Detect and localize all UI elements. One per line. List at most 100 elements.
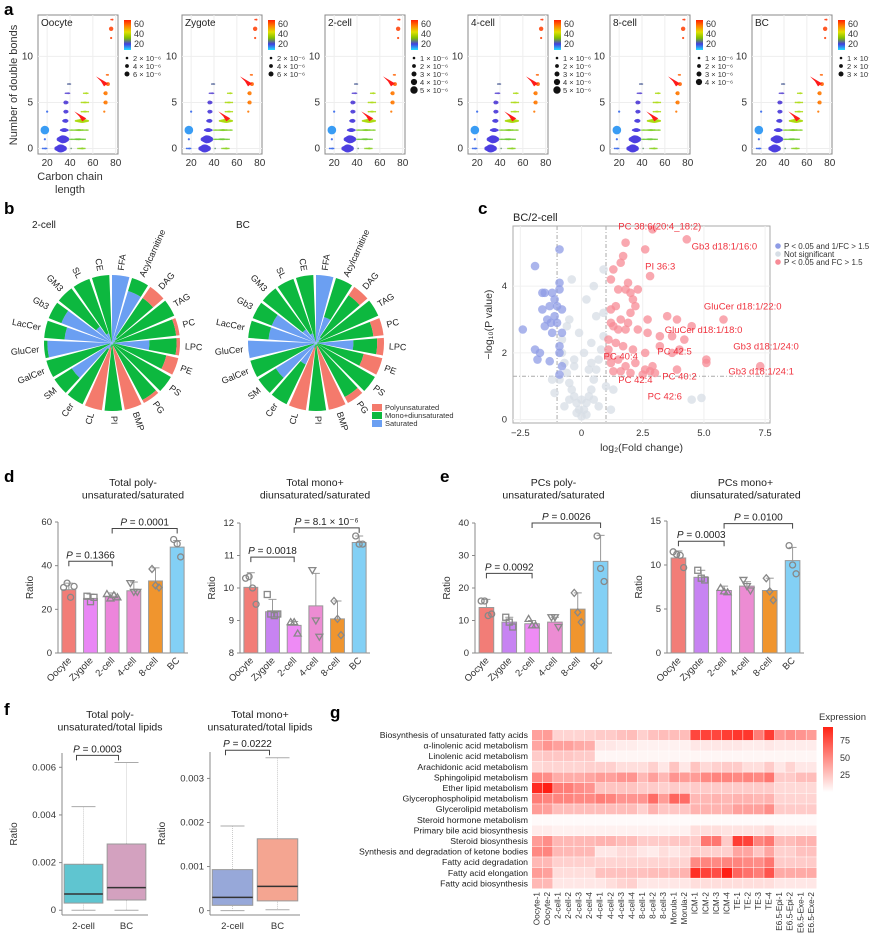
category-label: GM3 [45,273,66,294]
data-point-ns [564,315,574,324]
heatmap-cell [690,740,701,751]
x-tick-label: BC [120,921,133,932]
data-point [636,136,642,142]
row-label: Fatty acid biosynthesis [440,878,529,888]
data-point-down [545,356,555,366]
data-point [801,119,804,122]
data-point-down [555,285,564,294]
data-point [70,138,73,141]
arrow-marker-icon [810,76,822,87]
data-point [792,147,795,150]
data-point [373,101,375,104]
data-point [327,125,337,135]
heatmap-cell [605,878,616,889]
data-point [798,129,800,131]
data-point [617,147,620,150]
data-point [367,101,370,104]
data-point-ns [564,378,574,388]
heatmap-cell [574,751,585,762]
data-point [796,147,799,150]
point-annotation: PC 42:6 [648,392,682,403]
y-axis-title: Ratio [25,575,36,599]
heatmap-cell [584,783,595,794]
size-legend-label: 4 × 10⁻⁶ [563,78,591,87]
heatmap-cell [669,836,680,847]
data-point [81,129,84,131]
data-point-up [613,285,623,294]
data-point [513,101,516,104]
row-label: Fatty acid elongation [448,868,528,878]
heatmap-cell [753,867,764,878]
heatmap-cell [774,772,785,783]
wedge-mono [113,319,177,343]
data-point [801,101,804,104]
column-label: 2-cell-1 [554,892,563,919]
size-legend-label: 2 × 10⁻⁶ [277,54,305,63]
data-point [356,129,358,131]
data-point [701,576,709,584]
p-symbol: P [223,739,230,750]
color-bar [696,20,703,50]
data-point [512,101,514,104]
data-point [517,129,519,131]
heatmap-cell [774,814,785,825]
heatmap-cell [658,846,669,857]
heatmap-cell [722,783,733,794]
heatmap-cell [584,804,595,815]
data-point [655,110,658,113]
data-point-up [667,331,677,341]
heatmap-cell [795,857,806,868]
heatmap-cell [605,857,616,868]
column-label: 4-cell-1 [596,892,605,919]
heatmap-cell [563,836,574,847]
heatmap-cell [542,878,553,889]
wedge-mono [318,300,379,342]
data-point [755,147,758,150]
heatmap-cell [711,867,722,878]
data-point [515,129,518,131]
color-legend-label: 60 [421,19,431,29]
data-point-down [550,311,559,321]
bar [308,605,324,654]
wedge-mono [148,338,177,355]
data-point [132,588,142,597]
row-label: Steroid hormone metabolism [417,815,528,825]
data-point [796,138,799,141]
data-point-ns [560,402,569,411]
heatmap-cell [627,740,638,751]
data-point [187,147,189,150]
data-point-down [545,301,555,311]
data-point [188,147,191,150]
y-tick-label: 5 [656,604,661,615]
y-tick-label: 10 [22,51,34,62]
heatmap-cell [574,761,585,772]
data-point [390,91,395,96]
data-point [650,128,653,132]
data-point [514,129,516,131]
legend-tick-label: 50 [840,753,850,763]
arrow-marker-icon [788,111,801,122]
data-point [649,147,651,150]
heatmap-cell [743,867,754,878]
x-tick-label: 60 [659,158,671,169]
data-point [615,138,618,141]
column-label: TE-2 [744,892,753,910]
data-point [365,128,368,132]
x-tick-label: 40 [208,158,220,169]
heatmap-cell [627,804,638,815]
data-point [512,110,514,113]
data-point [187,138,190,141]
heatmap-cell [542,740,553,751]
column-label: 4-cell-4 [627,892,636,919]
y-axis-title: Ratio [157,821,168,845]
heatmap-cell [542,846,553,857]
data-point-down [555,245,564,254]
heatmap-cell [795,730,806,741]
data-point-ns [594,355,603,364]
data-point [367,110,370,113]
data-point [642,129,645,131]
heatmap-cell [648,857,659,868]
data-point [796,129,799,131]
significance-bracket [723,523,794,529]
category-label: PS [167,383,183,398]
